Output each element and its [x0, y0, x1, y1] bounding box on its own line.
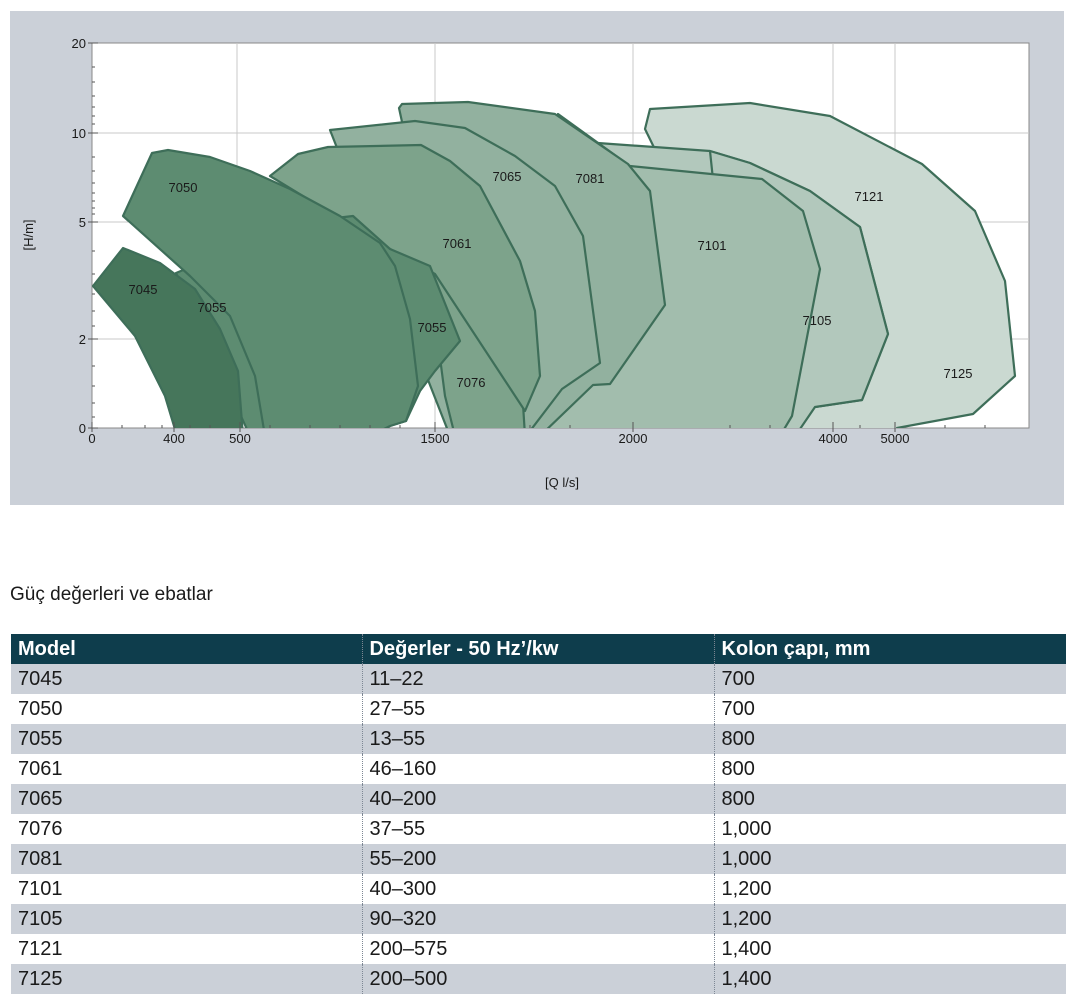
cell-power: 90–320 — [361, 904, 714, 934]
region-label-7050: 7050 — [169, 180, 198, 195]
cell-power: 55–200 — [361, 844, 714, 874]
pump-chart-panel: 7045 7050 7055 7061 7065 7076 7081 7101 7105 7121… — [10, 11, 1064, 505]
x-tick-label: 500 — [229, 431, 251, 446]
region-7050 — [121, 148, 420, 428]
y-tick-label: 10 — [72, 126, 86, 141]
cell-model: 7045 — [11, 664, 362, 694]
cell-power: 200–575 — [361, 934, 714, 964]
region-label-7055: 7055 — [198, 300, 227, 315]
cell-model: 7055 — [11, 724, 362, 754]
table-row: 7045 11–22 700 — [11, 664, 1066, 694]
pump-performance-chart: 7045 7050 7055 7061 7065 7076 7081 7101 7105 7121… — [21, 36, 1030, 490]
cell-model: 7125 — [11, 964, 362, 994]
table-row: 7050 27–55 700 — [11, 694, 1066, 724]
table-row: 7055 13–55 800 — [11, 724, 1066, 754]
cell-column-diameter: 800 — [713, 724, 1066, 754]
region-label-7061: 7061 — [443, 236, 472, 251]
table-row: 7065 40–200 800 — [11, 784, 1066, 814]
x-tick-label: 1500 — [421, 431, 450, 446]
cell-power: 27–55 — [361, 694, 714, 724]
spec-table: Model Değerler - 50 Hz’/kw Kolon çapı, m… — [11, 634, 1066, 994]
cell-column-diameter: 1,000 — [713, 844, 1066, 874]
table-row: 7125 200–500 1,400 — [11, 964, 1066, 994]
cell-model: 7105 — [11, 904, 362, 934]
x-tick-label: 2000 — [619, 431, 648, 446]
x-tick-label: 400 — [163, 431, 185, 446]
cell-column-diameter: 700 — [713, 664, 1066, 694]
regions-group — [92, 100, 1017, 428]
y-axis-label: [H/m] — [21, 219, 36, 250]
region-7045 — [92, 246, 244, 428]
cell-model: 7065 — [11, 784, 362, 814]
header-model: Model — [11, 634, 362, 664]
x-tick-label: 5000 — [881, 431, 910, 446]
y-tick-label: 20 — [72, 36, 86, 51]
region-7061 — [268, 143, 542, 413]
cell-column-diameter: 1,400 — [713, 934, 1066, 964]
x-tick-label: 4000 — [819, 431, 848, 446]
region-label-7105: 7105 — [803, 313, 832, 328]
region-label-7081: 7081 — [576, 171, 605, 186]
header-power: Değerler - 50 Hz’/kw — [361, 634, 714, 664]
cell-column-diameter: 800 — [713, 784, 1066, 814]
region-label-7065: 7065 — [493, 169, 522, 184]
cell-power: 40–200 — [361, 784, 714, 814]
table-body: 7045 11–22 700 7050 27–55 700 7055 13–55 800 7061… — [11, 664, 1066, 994]
section-title: Güç değerleri ve ebatlar — [10, 584, 213, 605]
cell-power: 40–300 — [361, 874, 714, 904]
y-tick-label: 5 — [79, 215, 86, 230]
table-header-row: Model Değerler - 50 Hz’/kw Kolon çapı, m… — [11, 634, 1066, 664]
table-row: 7061 46–160 800 — [11, 754, 1066, 784]
region-label-7121: 7121 — [855, 189, 884, 204]
cell-model: 7050 — [11, 694, 362, 724]
cell-model: 7101 — [11, 874, 362, 904]
region-label-7055-2: 7055 — [418, 320, 447, 335]
cell-power: 11–22 — [361, 664, 714, 694]
cell-power: 37–55 — [361, 814, 714, 844]
cell-column-diameter: 800 — [713, 754, 1066, 784]
cell-model: 7076 — [11, 814, 362, 844]
table-row: 7076 37–55 1,000 — [11, 814, 1066, 844]
cell-power: 200–500 — [361, 964, 714, 994]
cell-power: 13–55 — [361, 724, 714, 754]
cell-column-diameter: 1,400 — [713, 964, 1066, 994]
cell-column-diameter: 1,200 — [713, 904, 1066, 934]
cell-model: 7061 — [11, 754, 362, 784]
table-row: 7121 200–575 1,400 — [11, 934, 1066, 964]
cell-power: 46–160 — [361, 754, 714, 784]
table-row: 7105 90–320 1,200 — [11, 904, 1066, 934]
cell-column-diameter: 1,200 — [713, 874, 1066, 904]
cell-column-diameter: 1,000 — [713, 814, 1066, 844]
x-tick-label: 0 — [88, 431, 95, 446]
region-label-7101: 7101 — [698, 238, 727, 253]
region-label-7076: 7076 — [457, 375, 486, 390]
table-row: 7101 40–300 1,200 — [11, 874, 1066, 904]
cell-column-diameter: 700 — [713, 694, 1066, 724]
y-tick-label: 0 — [79, 421, 86, 436]
cell-model: 7081 — [11, 844, 362, 874]
region-label-7125: 7125 — [944, 366, 973, 381]
y-tick-label: 2 — [79, 332, 86, 347]
header-column-diameter: Kolon çapı, mm — [713, 634, 1066, 664]
x-axis-label: [Q l/s] — [545, 475, 579, 490]
cell-model: 7121 — [11, 934, 362, 964]
region-label-7045: 7045 — [129, 282, 158, 297]
table-row: 7081 55–200 1,000 — [11, 844, 1066, 874]
